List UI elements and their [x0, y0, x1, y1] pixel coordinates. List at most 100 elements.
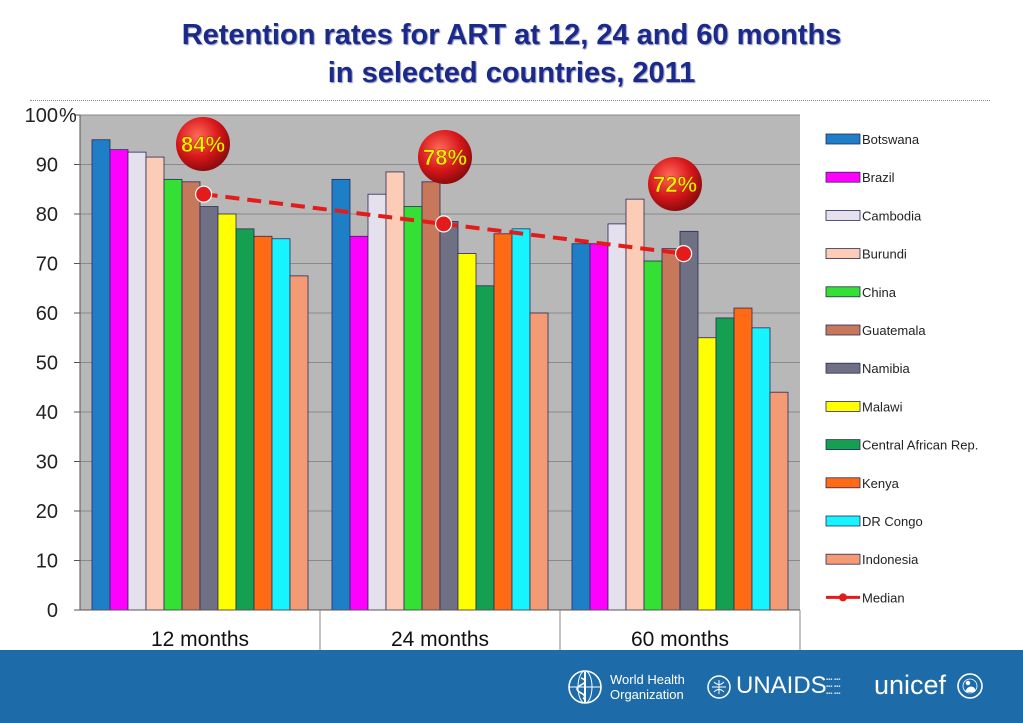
bar-malawi-1 [457, 253, 477, 611]
who-name-line-1: World Health [610, 672, 685, 687]
unaids-wordmark: UNAIDS [736, 672, 827, 699]
legend-label-china: China [862, 285, 897, 300]
unaids-emblem-icon [707, 675, 731, 699]
y-tick-label-20: 20 [36, 501, 58, 523]
unaids-logo: UNAIDS ▪▪▪ ▪▪▪ ▪▪▪ ▪▪▪ ▪▪▪ ▪▪▪ [706, 668, 866, 708]
bar-burundi-2 [625, 198, 645, 611]
bar-botswana-2 [571, 243, 591, 611]
bar-central-african-rep--2 [715, 317, 735, 611]
bar-indonesia-2 [769, 391, 789, 611]
legend-label-namibia: Namibia [862, 361, 910, 376]
legend-swatch-guatemala [825, 324, 861, 336]
bar-dr-congo-0 [271, 238, 291, 611]
legend-label-burundi: Burundi [862, 247, 907, 262]
bar-brazil-0 [109, 149, 129, 611]
legend-swatch-kenya [825, 477, 861, 489]
y-tick-label-60: 60 [36, 303, 58, 325]
legend-label-cambodia: Cambodia [862, 208, 922, 223]
y-tick-label-80: 80 [36, 204, 58, 226]
y-tick-label-50: 50 [36, 353, 58, 375]
legend-swatch-dr-congo [825, 515, 861, 527]
legend-label-kenya: Kenya [862, 476, 900, 491]
bar-botswana-0 [91, 139, 111, 611]
bar-central-african-rep--0 [235, 228, 255, 611]
y-tick-label-40: 40 [36, 402, 58, 424]
median-line [203, 192, 684, 256]
legend-label-indonesia: Indonesia [862, 552, 919, 567]
y-tick-label-0: 0 [47, 600, 58, 622]
bar-cambodia-1 [367, 193, 387, 611]
bar-botswana-1 [331, 178, 351, 611]
bar-central-african-rep--1 [475, 285, 495, 611]
unaids-sponsor-marks: ▪▪▪ ▪▪▪ ▪▪▪ ▪▪▪ ▪▪▪ ▪▪▪ [826, 677, 841, 697]
median-badge-2 [648, 157, 702, 211]
y-tick-label-10: 10 [36, 551, 58, 573]
bar-cambodia-2 [607, 223, 627, 611]
bar-malawi-2 [697, 337, 717, 611]
bar-guatemala-1 [421, 181, 441, 611]
retention-bar-chart: 0 10 20 30 40 50 60 70 80 90 100 % 12 months 24 month… [25, 105, 978, 650]
bar-malawi-0 [217, 213, 237, 611]
legend-label-malawi: Malawi [862, 399, 903, 414]
bar-indonesia-0 [289, 275, 309, 611]
y-tick-label-70: 70 [36, 254, 58, 276]
median-point-0 [195, 185, 213, 203]
legend-swatch-china [825, 286, 861, 298]
median-badge-0 [176, 117, 230, 171]
bar-kenya-1 [493, 233, 513, 611]
median-point-1 [435, 215, 453, 233]
legend-label-brazil: Brazil [862, 170, 895, 185]
bar-china-2 [643, 260, 663, 611]
bar-guatemala-0 [181, 181, 201, 611]
median-badge-label-1: 78% [423, 145, 467, 170]
legend-label-dr-congo: DR Congo [862, 514, 923, 529]
bar-dr-congo-2 [751, 327, 771, 611]
who-name-line-2: Organization [610, 687, 684, 702]
unicef-emblem-icon [957, 673, 983, 699]
bar-namibia-2 [679, 230, 699, 611]
footer-bar [0, 650, 1023, 723]
title-separator [30, 100, 990, 101]
who-emblem-icon [568, 670, 602, 704]
bar-brazil-1 [349, 235, 369, 611]
bar-burundi-1 [385, 171, 405, 611]
x-category-label-1: 24 months [391, 628, 489, 650]
unicef-wordmark: unicef [874, 670, 947, 700]
bar-china-1 [403, 206, 423, 611]
chart-title: Retention rates for ART at 12, 24 and 60… [0, 16, 1023, 92]
legend-label-median: Median [862, 590, 905, 605]
bar-cambodia-0 [127, 151, 147, 611]
legend-swatch-burundi [825, 248, 861, 260]
median-point-2 [674, 245, 693, 263]
bar-brazil-2 [589, 243, 609, 611]
legend-swatch-namibia [825, 362, 861, 374]
bar-guatemala-2 [661, 248, 681, 611]
legend-label-guatemala: Guatemala [862, 323, 926, 338]
y-unit-label: % [59, 105, 77, 127]
x-category-label-2: 60 months [631, 628, 729, 650]
bar-namibia-1 [439, 221, 459, 611]
bar-dr-congo-1 [511, 228, 531, 611]
legend-swatch-brazil [825, 171, 861, 183]
y-tick-label-30: 30 [36, 452, 58, 474]
x-category-label-0: 12 months [151, 628, 249, 650]
legend-label-central-african-rep-: Central African Rep. [862, 438, 978, 453]
chart-title-line-1: Retention rates for ART at 12, 24 and 60… [181, 19, 842, 51]
bar-kenya-2 [733, 307, 753, 611]
legend-swatch-malawi [825, 400, 861, 412]
bar-burundi-0 [145, 156, 165, 611]
who-logo: World Health Organization [566, 664, 696, 710]
median-badge-label-2: 72% [653, 172, 697, 197]
bar-namibia-0 [199, 206, 219, 611]
chart-title-line-2: in selected countries, 2011 [327, 57, 696, 89]
bar-china-0 [163, 178, 183, 611]
legend-swatch-indonesia [825, 553, 861, 565]
median-badge-1 [418, 130, 472, 184]
legend-swatch-dot-median [839, 593, 847, 602]
bar-kenya-0 [253, 235, 273, 611]
median-badge-label-0: 84% [181, 132, 225, 157]
bar-indonesia-1 [529, 312, 549, 611]
legend-swatch-central-african-rep- [825, 439, 861, 451]
legend-swatch-cambodia [825, 209, 861, 221]
y-tick-label-100: 100 [25, 105, 58, 127]
